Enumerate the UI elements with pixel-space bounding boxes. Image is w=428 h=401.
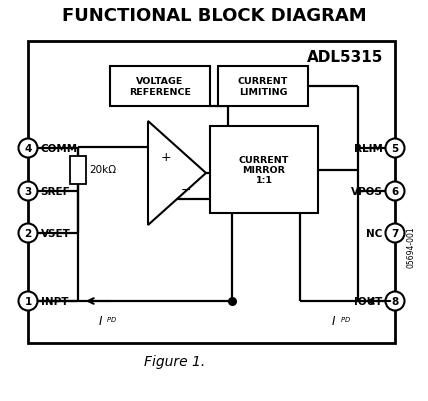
Text: IOUT: IOUT [354, 296, 383, 306]
Circle shape [18, 292, 38, 311]
Text: VOLTAGE
REFERENCE: VOLTAGE REFERENCE [129, 77, 191, 97]
Bar [28, 42, 395, 343]
Text: NC: NC [366, 229, 383, 239]
Text: 1: 1 [24, 296, 32, 306]
Circle shape [18, 224, 38, 243]
Text: 2: 2 [24, 229, 32, 239]
Text: 5: 5 [391, 144, 398, 154]
Text: INPT: INPT [41, 296, 68, 306]
Text: CURRENT
LIMITING: CURRENT LIMITING [238, 77, 288, 97]
Text: SREF: SREF [41, 186, 70, 196]
Text: −: − [181, 183, 191, 196]
Text: FUNCTIONAL BLOCK DIAGRAM: FUNCTIONAL BLOCK DIAGRAM [62, 7, 366, 25]
Text: 7: 7 [391, 229, 399, 239]
Text: 3: 3 [24, 186, 32, 196]
Text: VSET: VSET [41, 229, 70, 239]
Bar [110, 67, 210, 107]
Text: RLIM: RLIM [354, 144, 383, 154]
Text: 8: 8 [391, 296, 398, 306]
Circle shape [386, 182, 404, 201]
Text: VPOS: VPOS [351, 186, 383, 196]
Text: COMM: COMM [41, 144, 77, 154]
Text: $I$: $I$ [98, 314, 103, 327]
Text: Figure 1.: Figure 1. [144, 354, 205, 368]
Circle shape [18, 182, 38, 201]
Text: 6: 6 [391, 186, 398, 196]
Text: 4: 4 [24, 144, 32, 154]
Circle shape [18, 139, 38, 158]
Polygon shape [148, 122, 206, 225]
Text: CURRENT
MIRROR
1:1: CURRENT MIRROR 1:1 [239, 155, 289, 185]
Text: 20kΩ: 20kΩ [89, 165, 116, 175]
Circle shape [386, 292, 404, 311]
Text: +: + [160, 151, 171, 164]
Bar [210, 127, 318, 213]
Text: ADL5315: ADL5315 [306, 50, 383, 65]
Text: $_{PD}$: $_{PD}$ [107, 314, 118, 324]
Circle shape [386, 139, 404, 158]
Circle shape [386, 224, 404, 243]
Bar [70, 156, 86, 184]
Text: $_{PD}$: $_{PD}$ [340, 314, 351, 324]
Text: 05694-001: 05694-001 [407, 226, 416, 267]
Bar [218, 67, 308, 107]
Text: $I$: $I$ [331, 314, 336, 327]
